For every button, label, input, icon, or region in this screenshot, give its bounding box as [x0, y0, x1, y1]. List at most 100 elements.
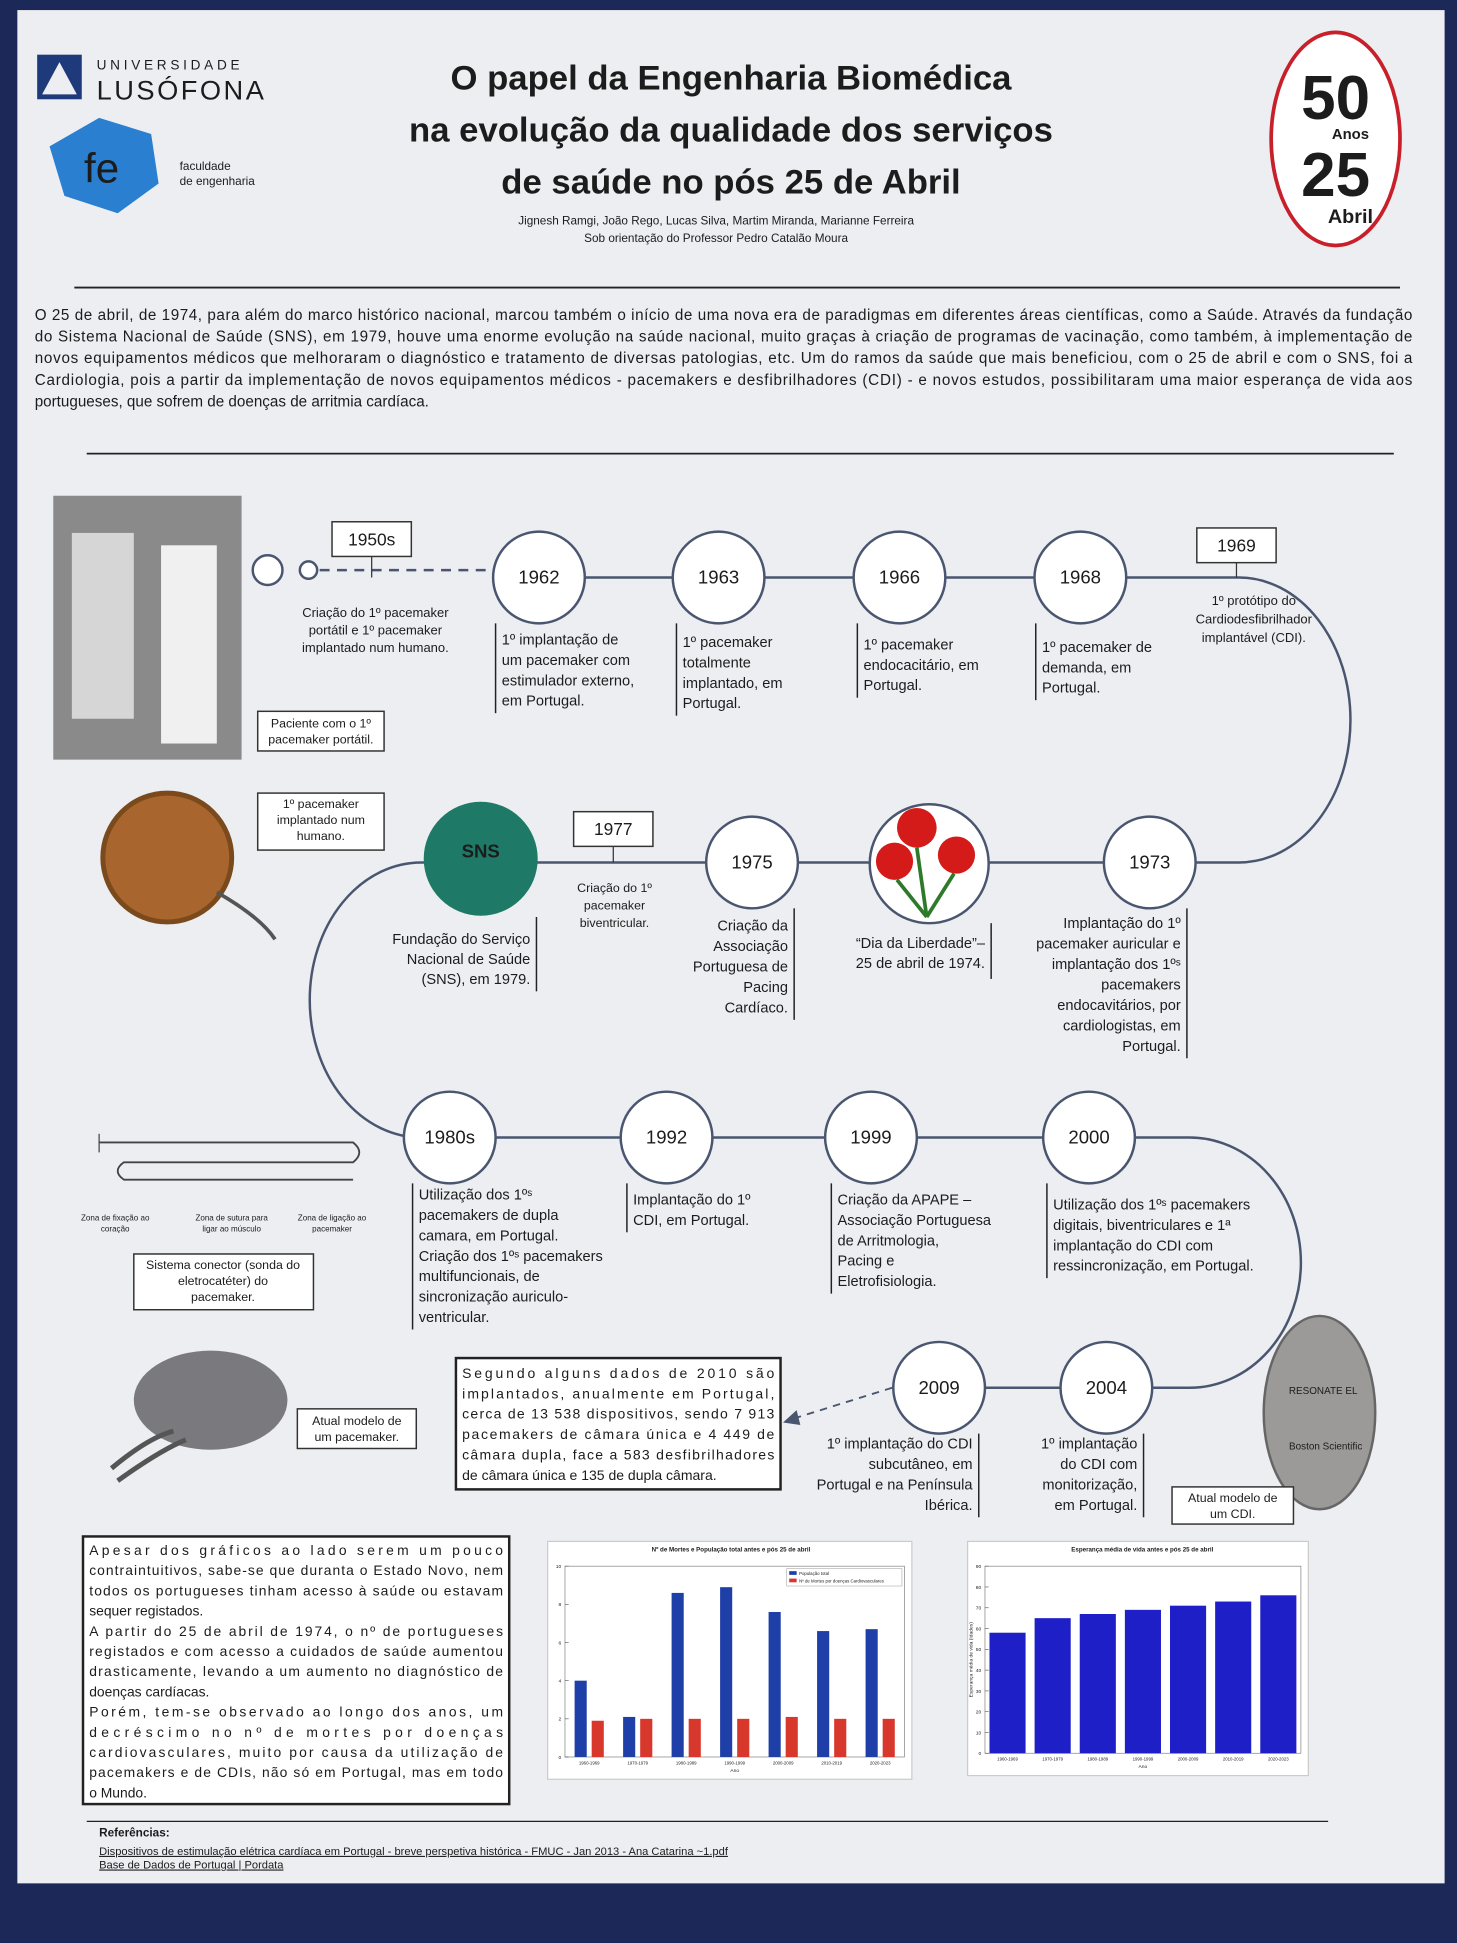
event-text: Criação do 1º pacemaker [302, 605, 449, 620]
event-text: Eletrofisiologia. [838, 1274, 937, 1290]
conclusion-line: cardiovasculares, muito por causa da uti… [89, 1744, 503, 1760]
bar [688, 1718, 701, 1757]
x-tick-label: 2000-2009 [1178, 1757, 1199, 1762]
event-text: Criação da APAPE – [838, 1192, 973, 1208]
event-text: Portugal. [864, 678, 922, 694]
event-text: do CDI com [1060, 1457, 1137, 1473]
faculty-logo-text: fe [84, 144, 119, 191]
lead-zone-label: pacemaker [312, 1225, 352, 1234]
event-text: de Arritmologia, [838, 1233, 940, 1249]
timeline-start [298, 560, 319, 580]
event-text: 1º pacemaker de [1042, 640, 1152, 656]
event-text: Criação do 1º [577, 881, 652, 895]
conclusion-line: sequer registados. [89, 1603, 203, 1619]
event-text: pacemaker [584, 899, 645, 913]
event-text: Portuguesa de [693, 960, 788, 976]
event-text: Portugal. [1042, 681, 1100, 697]
y-tick-label: 4 [558, 1679, 561, 1685]
bar [1170, 1605, 1207, 1754]
title: na evolução da qualidade dos serviços [409, 111, 1053, 149]
legend-box [786, 1568, 903, 1587]
lead-drawing [98, 1133, 361, 1181]
legend-label: População total [799, 1571, 829, 1576]
bar [640, 1718, 653, 1757]
event-text: em Portugal. [1055, 1498, 1138, 1514]
sns-text: Fundação do Serviço [392, 932, 530, 948]
event-text: totalmente [683, 655, 751, 671]
sns-text: (SNS), em 1979. [421, 972, 530, 988]
event-text: implantável (CDI). [1202, 630, 1306, 645]
event-text: 1º implantação [1041, 1436, 1137, 1452]
caption: humano. [297, 829, 345, 843]
stats-line: pacemakers de câmara única e 4 449 de [462, 1426, 774, 1442]
y-axis-label: Esperança média de vida (Idades) [969, 1622, 975, 1698]
bar [671, 1592, 684, 1757]
caption-box [133, 1253, 315, 1311]
caption: um CDI. [1210, 1507, 1255, 1521]
liberty-text: “Dia da Liberdade”– [856, 936, 986, 952]
year-node [1033, 530, 1128, 625]
caption: um pacemaker. [315, 1430, 400, 1444]
carnation [937, 836, 976, 874]
year-node [619, 1090, 714, 1185]
event-text: Pacing [743, 980, 788, 996]
reference-link[interactable]: Base de Dados de Portugal | Pordata [99, 1859, 284, 1871]
x-tick-label: 2010-2019 [821, 1760, 842, 1765]
bar [834, 1718, 847, 1757]
year: 1999 [850, 1127, 891, 1148]
event-text: implantação do CDI com [1053, 1238, 1213, 1254]
year: 1980s [424, 1127, 475, 1148]
event-text: Portugal. [1122, 1039, 1180, 1055]
pacemaker-leads [109, 1428, 187, 1483]
year: 1963 [698, 567, 739, 588]
conclusion-line: registados e com acesso a cuidados de sa… [89, 1643, 503, 1659]
event-text: ventricular. [419, 1310, 490, 1326]
bar [1079, 1614, 1116, 1754]
x-tick-label: 1990-1999 [724, 1760, 745, 1765]
year-box [331, 521, 413, 558]
event-text: Cardiodesfibrilhador [1196, 611, 1313, 626]
y-tick-label: 8 [558, 1602, 561, 1608]
intro-line: O 25 de abril, de 1974, para além do mar… [35, 307, 1413, 324]
conclusion-line: Apesar dos gráficos ao lado serem um pou… [89, 1542, 503, 1558]
stats-pointer [792, 1386, 893, 1420]
carnation [875, 842, 914, 880]
bar [882, 1718, 895, 1757]
event-text: Implantação do 1º [1063, 916, 1181, 932]
photo-figure [161, 545, 217, 744]
lead-wire [215, 890, 277, 941]
year-node [671, 530, 766, 625]
bar [591, 1720, 604, 1757]
bar [1124, 1609, 1161, 1754]
lead-zone-label: Zona de ligação ao [298, 1214, 367, 1223]
x-tick-label: 1970-1979 [627, 1760, 648, 1765]
event-text: Associação Portuguesa [838, 1213, 992, 1229]
anniversary-badge [1269, 30, 1402, 248]
anniversary-text: Anos [1332, 127, 1369, 143]
y-tick-label: 20 [976, 1710, 982, 1716]
reference-link[interactable]: Dispositivos de estimulação elétrica car… [99, 1846, 729, 1858]
intro-line: do Sistema Nacional de Saúde (SNS), em 1… [35, 328, 1413, 345]
event-text: pacemakers de dupla [419, 1208, 560, 1224]
event-text: multifuncionais, de [419, 1269, 540, 1285]
photo-figure [71, 532, 134, 719]
event-text: Cardíaco. [725, 1000, 788, 1016]
event-text: endocacitário, em [864, 658, 979, 674]
x-axis-label: Ano [1139, 1764, 1148, 1770]
x-tick-label: 2010-2019 [1223, 1757, 1244, 1762]
event-text: 1º implantação do CDI [827, 1436, 973, 1452]
supervisor: Sob orientação do Professor Pedro Catalã… [584, 232, 848, 245]
bar [574, 1680, 587, 1757]
event-text: pacemakers [1101, 977, 1181, 993]
plot-area [564, 1565, 905, 1758]
year: 1962 [518, 567, 559, 588]
stats-line: câmara dupla, face a 583 desfibrilhadore… [462, 1447, 774, 1463]
year-node [1059, 1340, 1154, 1435]
x-tick-label: 2020-2023 [1268, 1757, 1289, 1762]
sns-logo [423, 801, 538, 916]
caption: Atual modelo de [1188, 1491, 1278, 1505]
conclusion-line: o Mundo. [89, 1784, 147, 1800]
faculty-logo [49, 117, 159, 214]
x-tick-label: 1980-1989 [1087, 1757, 1108, 1762]
